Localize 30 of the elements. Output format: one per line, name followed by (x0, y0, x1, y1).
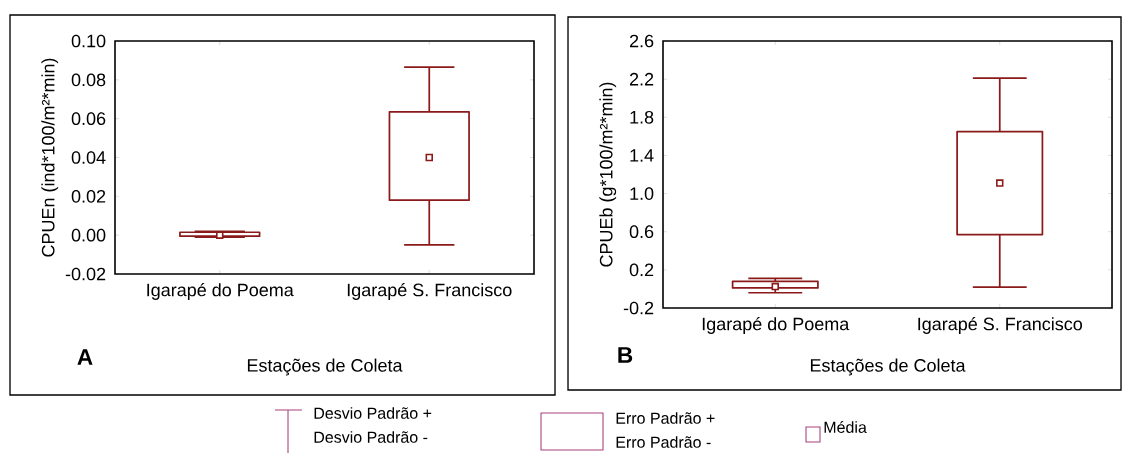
y-tick-label: 0.06 (71, 112, 106, 126)
y-axis-title: CPUEb (g*100/m²*min) (599, 82, 617, 267)
y-tick-label: 0.00 (71, 228, 106, 242)
text: B (618, 347, 633, 363)
y-axis-title: CPUEn (ind*100/m²*min) (41, 58, 59, 257)
y-tick-label: 0.2 (629, 263, 654, 277)
y-tick-label: 0.10 (71, 34, 106, 48)
x-tick-label: Igarapé S. Francisco (347, 282, 512, 300)
text: Desvio Padrão + (314, 407, 432, 419)
y-tick-label: 1.8 (630, 110, 654, 124)
y-tick-label: 2.6 (629, 34, 654, 48)
y-tick-label: 0.08 (71, 73, 106, 87)
y-tick-label: 2.2 (629, 72, 654, 86)
text: Média (824, 421, 867, 433)
text: Erro Padrão + (616, 412, 715, 424)
y-tick-label: -0.02 (65, 267, 106, 281)
y-tick-label: 0.02 (71, 189, 106, 203)
y-tick-label: 0.6 (629, 225, 654, 239)
x-tick-label: Igarapé do Poema (147, 282, 294, 300)
text: Desvio Padrão - (314, 431, 428, 443)
x-axis-title: Estações de Coleta (247, 358, 403, 376)
text: Erro Padrão - (616, 436, 711, 448)
y-tick-label: 1.0 (630, 187, 654, 200)
x-tick-label: Igarapé S. Francisco (918, 316, 1083, 334)
x-tick-label: Igarapé do Poema (702, 316, 850, 334)
y-tick-label: 1.4 (630, 149, 654, 162)
y-tick-label: 0.04 (71, 151, 106, 164)
y-tick-label: -0.2 (623, 301, 654, 315)
x-axis-title: Estações de Coleta (810, 358, 966, 376)
text: A (77, 349, 93, 365)
